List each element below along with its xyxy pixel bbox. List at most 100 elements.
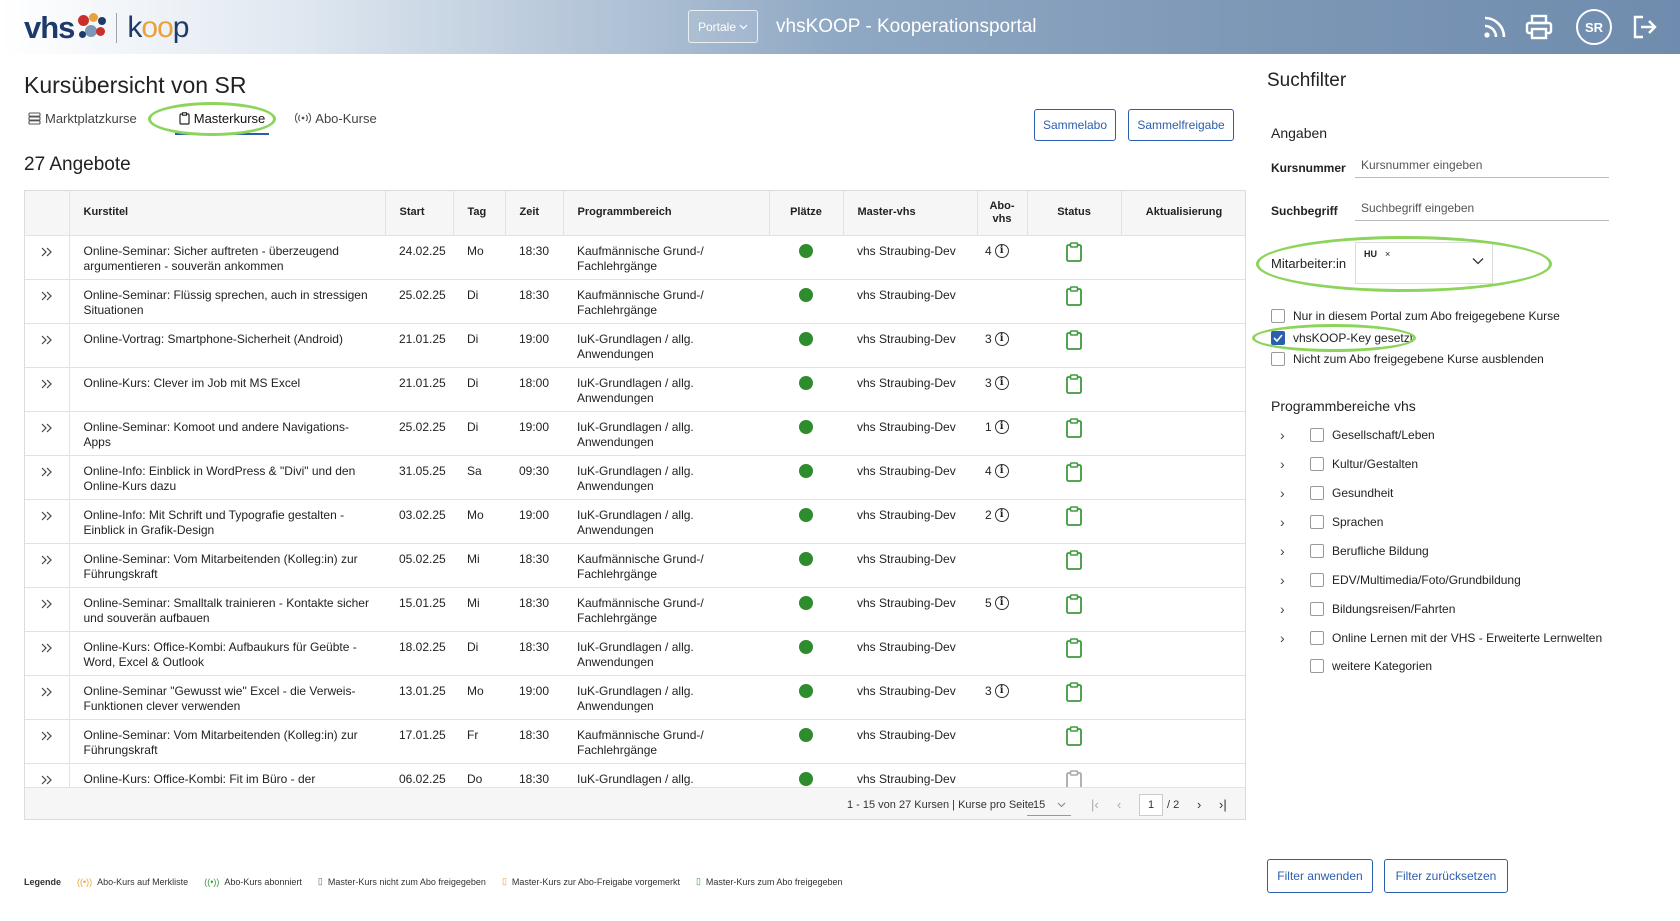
clipboard-icon[interactable] bbox=[1065, 637, 1083, 658]
table-row[interactable]: Online-Seminar: Smalltalk trainieren - K… bbox=[25, 586, 1245, 631]
info-icon[interactable]: i bbox=[994, 596, 1009, 610]
current-page-input[interactable]: 1 bbox=[1139, 794, 1163, 816]
clipboard-icon[interactable] bbox=[1065, 241, 1083, 262]
clipboard-icon[interactable] bbox=[1065, 725, 1083, 746]
col-tag[interactable]: Tag bbox=[453, 191, 506, 235]
chevron-right-icon[interactable]: › bbox=[1280, 630, 1285, 646]
col-aktualisierung[interactable]: Aktualisierung bbox=[1121, 191, 1245, 235]
cell-kurstitel[interactable]: Online-Info: Einblick in WordPress & "Di… bbox=[69, 454, 385, 499]
sammelabo-button[interactable]: Sammelabo bbox=[1034, 109, 1116, 141]
checkbox-box[interactable] bbox=[1310, 486, 1324, 500]
checkbox-box[interactable] bbox=[1310, 602, 1324, 616]
col-start[interactable]: Start bbox=[385, 191, 454, 235]
info-icon[interactable]: i bbox=[994, 376, 1009, 390]
sammelfreigabe-button[interactable]: Sammelfreigabe bbox=[1128, 109, 1234, 141]
col-master-vhs[interactable]: Master-vhs bbox=[843, 191, 978, 235]
clipboard-icon[interactable] bbox=[1065, 681, 1083, 702]
vhskoop-logo[interactable]: vhs koop bbox=[24, 8, 189, 48]
info-icon[interactable]: i bbox=[994, 684, 1009, 698]
programm-item[interactable]: › Gesellschaft/Leben bbox=[1280, 427, 1435, 443]
per-page-select[interactable]: 15 bbox=[1027, 794, 1071, 816]
cell-kurstitel[interactable]: Online-Seminar: Vom Mitarbeitenden (Koll… bbox=[69, 542, 385, 587]
col-kurstitel[interactable]: Kurstitel bbox=[69, 191, 386, 235]
programm-item[interactable]: › EDV/Multimedia/Foto/Grundbildung bbox=[1280, 572, 1521, 588]
expand-row-icon[interactable] bbox=[25, 542, 70, 587]
checkbox-box[interactable] bbox=[1271, 352, 1285, 366]
chevron-right-icon[interactable]: › bbox=[1280, 485, 1285, 501]
col-zeit[interactable]: Zeit bbox=[505, 191, 564, 235]
programm-item[interactable]: weitere Kategorien bbox=[1280, 659, 1432, 673]
checkbox-nicht-freigegeben[interactable]: Nicht zum Abo freigegebene Kurse ausblen… bbox=[1271, 352, 1544, 366]
col-status[interactable]: Status bbox=[1027, 191, 1122, 235]
cell-kurstitel[interactable]: Online-Seminar: Sicher auftreten - überz… bbox=[69, 234, 385, 279]
programm-item[interactable]: › Kultur/Gestalten bbox=[1280, 456, 1418, 472]
expand-row-icon[interactable] bbox=[25, 630, 70, 675]
chevron-right-icon[interactable]: › bbox=[1280, 427, 1285, 443]
table-row[interactable]: Online-Seminar: Flüssig sprechen, auch i… bbox=[25, 278, 1245, 323]
programm-item[interactable]: › Sprachen bbox=[1280, 514, 1383, 530]
info-icon[interactable]: i bbox=[994, 244, 1009, 258]
checkbox-box[interactable] bbox=[1310, 428, 1324, 442]
tab-abo-kurse[interactable]: Abo-Kurse bbox=[295, 108, 377, 128]
expand-row-icon[interactable] bbox=[25, 586, 70, 631]
prev-page-icon[interactable]: ‹ bbox=[1117, 797, 1122, 812]
chevron-right-icon[interactable]: › bbox=[1280, 572, 1285, 588]
clipboard-icon[interactable] bbox=[1065, 417, 1083, 438]
col-plaetze[interactable]: Plätze bbox=[769, 191, 844, 235]
expand-row-icon[interactable] bbox=[25, 366, 70, 411]
checkbox-box[interactable] bbox=[1310, 515, 1324, 529]
expand-row-icon[interactable] bbox=[25, 322, 70, 367]
logout-icon[interactable] bbox=[1630, 12, 1660, 42]
expand-row-icon[interactable] bbox=[25, 234, 70, 279]
programm-item[interactable]: › Bildungsreisen/Fahrten bbox=[1280, 601, 1455, 617]
expand-row-icon[interactable] bbox=[25, 278, 70, 323]
cell-kurstitel[interactable]: Online-Seminar: Smalltalk trainieren - K… bbox=[69, 586, 385, 631]
checkbox-box[interactable] bbox=[1310, 457, 1324, 471]
cell-kurstitel[interactable]: Online-Kurs: Clever im Job mit MS Excel bbox=[69, 366, 385, 411]
table-row[interactable]: Online-Seminar "Gewusst wie" Excel - die… bbox=[25, 674, 1245, 719]
cell-kurstitel[interactable]: Online-Seminar: Flüssig sprechen, auch i… bbox=[69, 278, 385, 323]
info-icon[interactable]: i bbox=[994, 508, 1009, 522]
first-page-icon[interactable]: |‹ bbox=[1091, 797, 1099, 812]
kursnummer-input[interactable]: Kursnummer eingeben bbox=[1355, 152, 1609, 178]
clipboard-icon[interactable] bbox=[1065, 549, 1083, 570]
chevron-right-icon[interactable]: › bbox=[1280, 543, 1285, 559]
suchbegriff-input[interactable]: Suchbegriff eingeben bbox=[1355, 195, 1609, 221]
last-page-icon[interactable]: ›| bbox=[1219, 797, 1227, 812]
clipboard-icon[interactable] bbox=[1065, 593, 1083, 614]
clipboard-icon[interactable] bbox=[1065, 461, 1083, 482]
cell-kurstitel[interactable]: Online-Kurs: Office-Kombi: Aufbaukurs fü… bbox=[69, 630, 385, 675]
col-abo-vhs[interactable]: Abo-vhs bbox=[977, 191, 1028, 235]
cell-kurstitel[interactable]: Online-Seminar: Vom Mitarbeitenden (Koll… bbox=[69, 718, 385, 763]
expand-row-icon[interactable] bbox=[25, 410, 70, 455]
filter-apply-button[interactable]: Filter anwenden bbox=[1267, 859, 1373, 893]
table-row[interactable]: Online-Seminar: Vom Mitarbeitenden (Koll… bbox=[25, 542, 1245, 587]
checkbox-box[interactable] bbox=[1310, 544, 1324, 558]
rss-icon[interactable] bbox=[1480, 12, 1510, 42]
checkbox-box[interactable] bbox=[1310, 573, 1324, 587]
tab-marktplatzkurse[interactable]: Marktplatzkurse bbox=[28, 108, 137, 128]
user-avatar[interactable]: SR bbox=[1576, 9, 1612, 45]
table-row[interactable]: Online-Kurs: Office-Kombi: Aufbaukurs fü… bbox=[25, 630, 1245, 675]
expand-row-icon[interactable] bbox=[25, 454, 70, 499]
print-icon[interactable] bbox=[1524, 12, 1554, 42]
clipboard-icon[interactable] bbox=[1065, 505, 1083, 526]
next-page-icon[interactable]: › bbox=[1197, 797, 1202, 812]
table-row[interactable]: Online-Info: Einblick in WordPress & "Di… bbox=[25, 454, 1245, 499]
portale-dropdown[interactable]: Portale bbox=[688, 10, 758, 43]
cell-kurstitel[interactable]: Online-Seminar: Komoot und andere Naviga… bbox=[69, 410, 385, 455]
checkbox-box[interactable] bbox=[1271, 309, 1285, 323]
info-icon[interactable]: i bbox=[994, 332, 1009, 346]
cell-kurstitel[interactable]: Online-Seminar "Gewusst wie" Excel - die… bbox=[69, 674, 385, 719]
programm-item[interactable]: › Gesundheit bbox=[1280, 485, 1393, 501]
table-row[interactable]: Online-Seminar: Vom Mitarbeitenden (Koll… bbox=[25, 718, 1245, 763]
table-row[interactable]: Online-Kurs: Clever im Job mit MS Excel … bbox=[25, 366, 1245, 411]
filter-reset-button[interactable]: Filter zurücksetzen bbox=[1384, 859, 1508, 893]
info-icon[interactable]: i bbox=[994, 464, 1009, 478]
cell-kurstitel[interactable]: Online-Vortrag: Smartphone-Sicherheit (A… bbox=[69, 322, 385, 367]
info-icon[interactable]: i bbox=[994, 420, 1009, 434]
checkbox-box[interactable] bbox=[1310, 631, 1324, 645]
programm-item[interactable]: › Online Lernen mit der VHS - Erweiterte… bbox=[1280, 630, 1602, 646]
col-programmbereich[interactable]: Programmbereich bbox=[563, 191, 770, 235]
expand-row-icon[interactable] bbox=[25, 674, 70, 719]
